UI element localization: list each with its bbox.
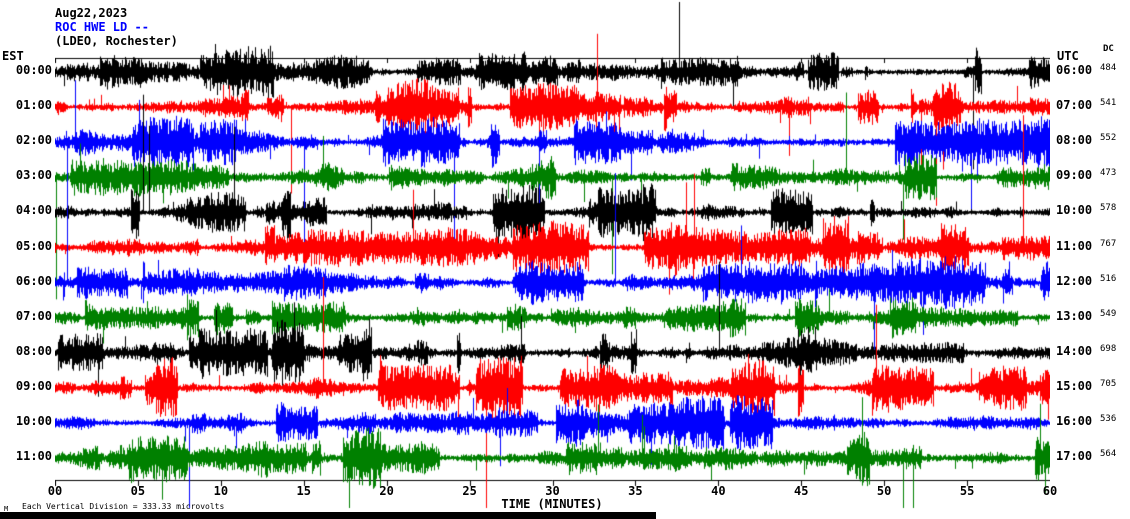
dc-value: 564 [1100,449,1117,460]
est-time-label: 09:00 [15,378,52,393]
x-axis-title: TIME (MINUTES) [501,497,603,511]
utc-time-label: 07:00 [1056,98,1093,113]
x-tick-label: 35 [628,484,643,498]
x-tick-label: 20 [379,484,394,498]
station-label: ROC HWE LD -- [55,20,149,34]
x-tick-label: 45 [794,484,809,498]
utc-axis-label: UTC [1057,49,1079,63]
dc-value: 473 [1100,168,1117,179]
dc-value: 516 [1100,273,1117,284]
est-time-label: 07:00 [15,308,52,323]
utc-time-label: 10:00 [1056,203,1093,218]
est-time-label: 05:00 [15,238,52,253]
utc-time-label: 16:00 [1056,414,1093,428]
x-tick-label: 10 [213,484,229,498]
seismogram-plot [55,0,1050,512]
x-tick-label: 05 [130,484,146,498]
est-time-label: 08:00 [15,343,52,358]
est-time-label: 04:00 [15,203,52,218]
est-time-label: 06:00 [15,273,52,288]
est-time-label: 03:00 [15,168,52,183]
x-tick-label: 25 [462,484,477,498]
dc-value: 698 [1100,343,1117,354]
est-time-label: 01:00 [15,98,52,113]
dc-value: 578 [1100,203,1117,214]
utc-time-label: 08:00 [1056,133,1093,148]
dc-value: 767 [1100,238,1117,249]
utc-time-label: 14:00 [1056,343,1093,358]
est-time-label: 11:00 [15,449,52,464]
est-axis-label: EST [2,49,24,63]
utc-time-label: 11:00 [1056,238,1093,253]
est-time-label: 00:00 [15,63,52,77]
x-tick-label: 50 [876,484,892,498]
utc-time-label: 09:00 [1056,168,1093,183]
utc-time-label: 15:00 [1056,378,1093,393]
x-tick-label: 00 [47,484,63,498]
x-tick-label: 15 [296,484,311,498]
footnote: Each Vertical Division = 333.33 microvol… [22,502,225,511]
est-time-label: 02:00 [15,133,52,148]
est-time-label: 10:00 [15,414,52,428]
dc-value: 541 [1100,98,1117,109]
x-tick-label: 55 [959,484,975,498]
dc-value: 484 [1100,63,1117,73]
footnote-marker: M [4,505,9,513]
utc-time-label: 17:00 [1056,449,1093,464]
date-label: Aug22,2023 [55,6,128,20]
x-tick-label: 60 [1042,484,1058,498]
x-tick-label: 30 [545,484,560,498]
location-label: (LDEO, Rochester) [55,34,178,48]
utc-time-label: 12:00 [1056,273,1093,288]
utc-time-label: 06:00 [1056,63,1093,77]
dc-value: 549 [1100,308,1117,319]
x-tick-label: 40 [711,484,726,498]
dc-value: 552 [1100,133,1117,144]
bottom-bar [0,512,656,519]
dc-value: 705 [1100,378,1117,389]
utc-time-label: 13:00 [1056,308,1093,323]
dc-value: 536 [1100,414,1117,424]
dc-axis-label: DC [1103,44,1114,54]
